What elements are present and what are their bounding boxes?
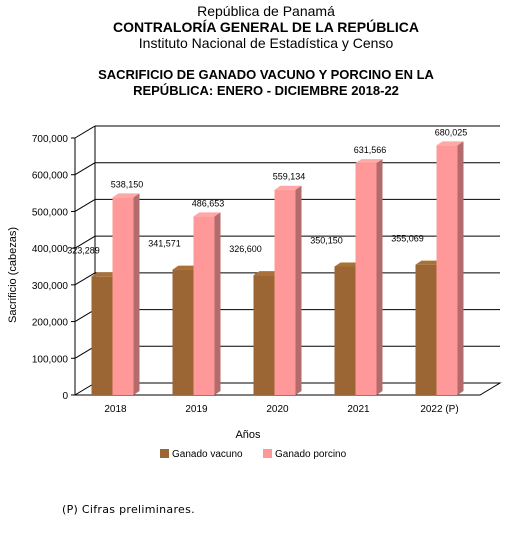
bar-top (193, 212, 221, 217)
bar-porcino (193, 216, 215, 395)
y-tick-label: 200,000 (32, 318, 69, 329)
data-label: 559,134 (273, 172, 306, 182)
x-tick-label: 2022 (P) (420, 404, 458, 415)
y-tick-label: 300,000 (32, 281, 69, 292)
bar-vacuno (253, 275, 275, 395)
bar-side (295, 185, 302, 395)
y-tick-label: 0 (62, 391, 68, 402)
bar-top (415, 260, 443, 265)
bar-vacuno (91, 276, 113, 395)
gridline-diagonal (74, 162, 96, 176)
x-axis: 2018 2019 2020 2021 2022 (P) (104, 404, 458, 415)
data-label: 341,571 (148, 239, 181, 249)
chart-bars: 323,289 538,150 341,571 486,653 326,600 559,1… (67, 127, 467, 395)
data-label: 486,653 (192, 198, 225, 208)
y-axis-label: Sacrificio (cabezas) (7, 227, 19, 323)
x-axis-label: Años (235, 429, 261, 441)
bar-porcino (436, 145, 458, 395)
footnote: (P) Cifras preliminares. (62, 503, 195, 516)
gridline-diagonal (74, 125, 96, 139)
header-institute: Instituto Nacional de Estadística y Cens… (138, 35, 394, 51)
y-tick-label: 400,000 (32, 244, 69, 255)
bar-top (253, 271, 281, 276)
data-label: 323,289 (67, 245, 100, 255)
chart-legend: Ganado vacuno Ganado porcino (160, 449, 347, 460)
y-tick-label: 100,000 (32, 354, 69, 365)
bar-side (214, 212, 221, 395)
data-label: 680,025 (435, 127, 468, 137)
bar-top (334, 262, 362, 267)
y-tick-label: 700,000 (32, 134, 69, 145)
bar-porcino (112, 197, 134, 395)
data-label: 326,600 (229, 244, 262, 254)
chart-title-line-1: SACRIFICIO DE GANADO VACUNO Y PORCINO EN… (98, 67, 434, 82)
bar-vacuno (172, 269, 194, 395)
gridline-diagonal (74, 272, 96, 286)
header-republic: República de Panamá (197, 3, 335, 19)
bar-top (112, 193, 140, 198)
bar-side (133, 193, 140, 395)
legend-label: Ganado porcino (275, 449, 347, 460)
legend-swatch (263, 449, 272, 458)
data-label: 631,566 (354, 145, 387, 155)
x-tick-label: 2018 (104, 404, 127, 415)
y-axis: 0 100,000 200,000 300,000 400,000 500,000 600,… (32, 134, 75, 402)
data-label: 350,150 (310, 235, 343, 245)
bar-top (355, 159, 383, 164)
bar-vacuno (334, 266, 356, 395)
bar-side (457, 141, 464, 395)
chart-title-line-2: REPÚBLICA: ENERO - DICIEMBRE 2018-22 (133, 83, 399, 98)
bar-vacuno (415, 264, 437, 395)
data-label: 538,150 (111, 179, 144, 189)
bar-top (91, 272, 119, 277)
gridline-diagonal (74, 198, 96, 212)
legend-label: Ganado vacuno (172, 449, 243, 460)
y-tick-label: 600,000 (32, 171, 69, 182)
data-label: 355,069 (391, 234, 424, 244)
y-tick-label: 500,000 (32, 207, 69, 218)
bar-top (436, 141, 464, 146)
x-tick-label: 2021 (347, 404, 370, 415)
legend-swatch (160, 449, 169, 458)
header-contraloria: CONTRALORÍA GENERAL DE LA REPÚBLICA (113, 19, 419, 35)
bar-side (376, 159, 383, 395)
bar-top (172, 265, 200, 270)
bar-porcino (274, 189, 296, 395)
bar-porcino (355, 163, 377, 395)
x-tick-label: 2019 (185, 404, 208, 415)
x-tick-label: 2020 (266, 404, 289, 415)
bar-top (274, 185, 302, 190)
gridline-diagonal (74, 235, 96, 249)
